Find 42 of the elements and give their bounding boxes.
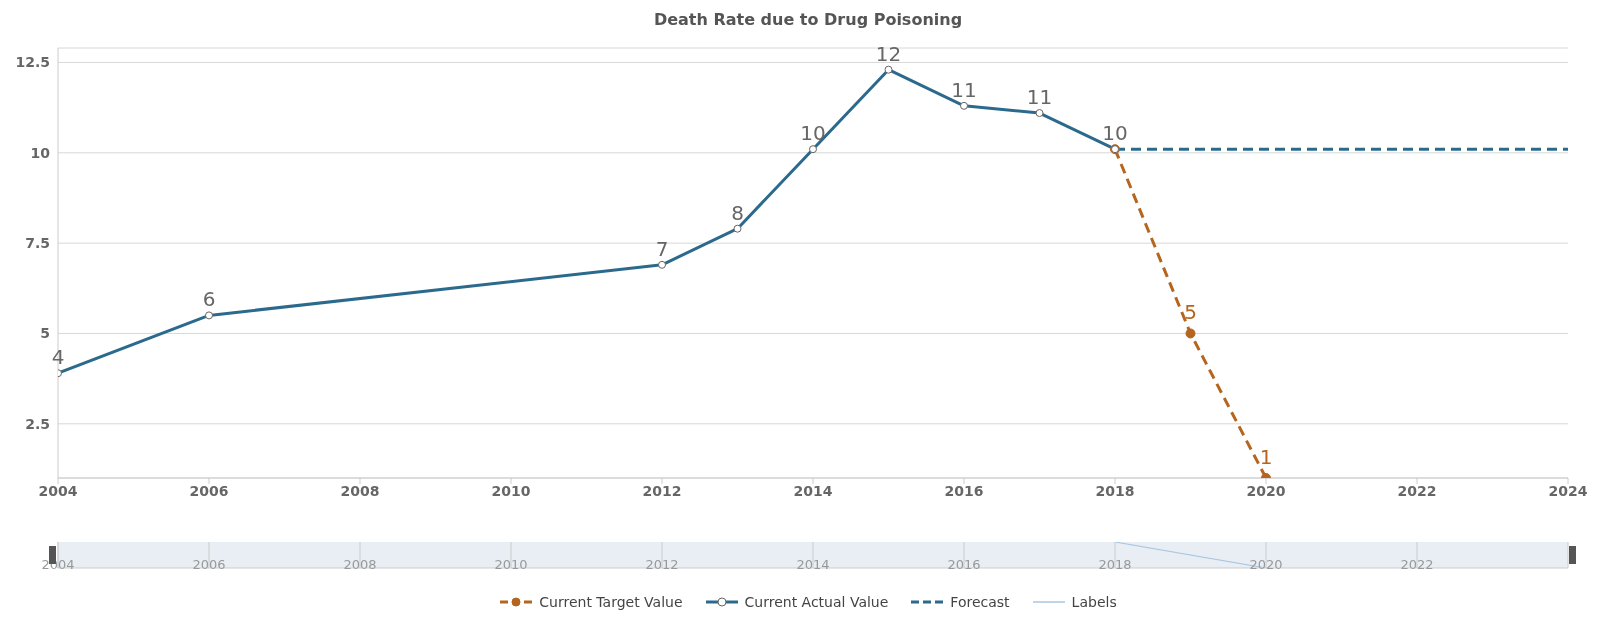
data-label: 11 — [951, 77, 977, 102]
x-tick-label: 2020 — [1249, 557, 1283, 572]
x-tick-label: 2016 — [947, 557, 981, 572]
x-tick-label: 2020 — [1246, 482, 1286, 499]
x-tick-label: 2018 — [1098, 557, 1132, 572]
x-tick-label: 2006 — [192, 557, 226, 572]
y-tick-label: 7.5 — [25, 235, 50, 252]
legend-label: Current Actual Value — [743, 594, 889, 610]
data-label: 6 — [202, 287, 216, 312]
data-label: 5 — [1184, 300, 1197, 325]
x-tick-label: 2014 — [793, 482, 833, 499]
x-tick-label: 2016 — [944, 482, 984, 499]
x-tick-label: 2012 — [645, 557, 679, 572]
point — [1185, 328, 1196, 339]
data-label: 4 — [51, 345, 65, 370]
data-label: 10 — [800, 121, 826, 146]
legend-label: Forecast — [949, 594, 1010, 610]
x-tick-label: 2014 — [796, 557, 830, 572]
x-tick-label: 2008 — [340, 482, 380, 499]
x-tick-label: 2010 — [494, 557, 528, 572]
x-tick-label: 2022 — [1397, 482, 1437, 499]
data-label: 8 — [731, 200, 744, 225]
x-tick-label: 2008 — [343, 557, 377, 572]
y-tick-label: 10 — [30, 144, 51, 161]
chart-title: Death Rate due to Drug Poisoning — [652, 9, 964, 31]
legend-label: Current Target Value — [538, 594, 683, 610]
x-tick-label: 2004 — [38, 482, 78, 499]
data-label: 1 — [1259, 445, 1273, 469]
data-label: 12 — [875, 41, 902, 66]
y-tick-label: 5 — [40, 325, 50, 342]
x-tick-label: 2024 — [1548, 482, 1588, 499]
data-label: 7 — [655, 236, 669, 261]
legend-label: Labels — [1070, 594, 1117, 610]
x-tick-label: 2012 — [642, 482, 682, 499]
y-tick-label: 2.5 — [25, 415, 50, 432]
x-tick-label: 2006 — [189, 482, 229, 499]
x-tick-label: 2010 — [491, 482, 531, 499]
data-label: 10 — [1102, 121, 1128, 146]
x-tick-label: 2022 — [1400, 557, 1434, 572]
data-label: 11 — [1026, 85, 1053, 110]
y-tick-label: 12.5 — [15, 54, 50, 71]
x-tick-label: 2018 — [1095, 482, 1135, 499]
